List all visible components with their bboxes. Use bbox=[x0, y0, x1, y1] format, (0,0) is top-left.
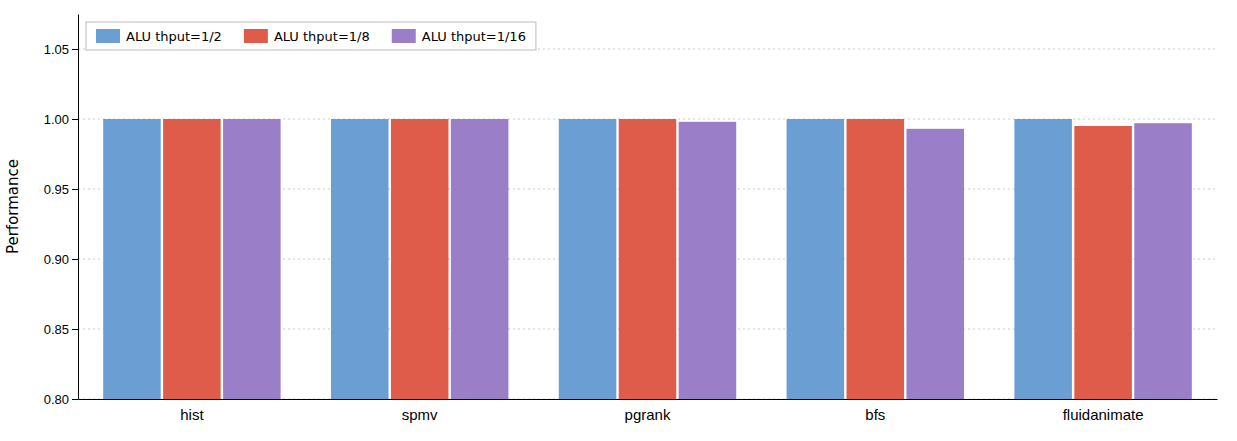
bar bbox=[847, 119, 905, 399]
legend-swatch bbox=[392, 29, 416, 43]
y-tick-mark bbox=[72, 119, 78, 120]
bar bbox=[1074, 126, 1132, 399]
chart: hist spmv pgrank bfs fluidanimate 0.80 0.85 0.9… bbox=[0, 0, 1237, 441]
x-tick-label: spmv bbox=[402, 406, 438, 423]
bar bbox=[559, 119, 617, 399]
x-tick: spmv bbox=[402, 406, 438, 423]
y-tick-label: 1.05 bbox=[44, 42, 69, 57]
bar bbox=[787, 119, 845, 399]
y-axis-line bbox=[78, 15, 79, 400]
bar bbox=[223, 119, 281, 399]
legend-label: ALU thput=1/2 bbox=[126, 29, 222, 44]
series bbox=[223, 119, 1192, 399]
bar bbox=[619, 119, 677, 399]
bar bbox=[391, 119, 449, 399]
plot: hist spmv pgrank bfs fluidanimate 0.80 0.85 0.9… bbox=[4, 15, 1218, 441]
y-tick-mark bbox=[72, 329, 78, 330]
x-tick-label: pgrank bbox=[625, 406, 671, 423]
y-tick-label: 0.95 bbox=[44, 182, 69, 197]
y-tick: 1.00 bbox=[44, 112, 78, 127]
legend-swatch bbox=[96, 29, 120, 43]
legend-label: ALU thput=1/8 bbox=[274, 29, 370, 44]
x-tick-label: bfs bbox=[865, 406, 885, 423]
y-tick-mark bbox=[72, 49, 78, 50]
y-tick-label: 0.85 bbox=[44, 322, 69, 337]
y-tick-label: 1.00 bbox=[44, 112, 69, 127]
x-tick: hist bbox=[180, 406, 204, 423]
x-tick-label: hist bbox=[180, 406, 204, 423]
legend-item: ALU thput=1/2 bbox=[96, 29, 222, 44]
x-tick: pgrank bbox=[625, 406, 671, 423]
legend: ALU thput=1/2 ALU thput=1/8 ALU thput=1/16 bbox=[86, 22, 536, 50]
legend-swatch bbox=[244, 29, 268, 43]
legend-item: ALU thput=1/8 bbox=[244, 29, 370, 44]
x-tick-label: fluidanimate bbox=[1063, 406, 1144, 423]
y-tick: 0.95 bbox=[44, 182, 78, 197]
y-axis: 0.80 0.85 0.90 0.95 1.00 1.05 bbox=[44, 15, 79, 407]
bar bbox=[103, 119, 161, 399]
x-tick: bfs bbox=[865, 406, 885, 423]
series bbox=[103, 119, 1072, 399]
x-axis: hist spmv pgrank bfs fluidanimate bbox=[79, 400, 1218, 423]
x-tick: fluidanimate bbox=[1063, 406, 1144, 423]
bar bbox=[1134, 123, 1192, 399]
y-tick: 0.85 bbox=[44, 322, 78, 337]
y-tick: 0.90 bbox=[44, 252, 78, 267]
y-tick-label: 0.90 bbox=[44, 252, 69, 267]
y-axis-title: Performance bbox=[4, 159, 22, 254]
y-tick: 0.80 bbox=[44, 392, 78, 407]
x-axis-line bbox=[79, 399, 1218, 400]
bar bbox=[163, 119, 221, 399]
series bbox=[163, 119, 1132, 399]
bar bbox=[451, 119, 509, 399]
y-tick-mark bbox=[72, 399, 78, 400]
y-tick-mark bbox=[72, 189, 78, 190]
bars bbox=[103, 119, 1192, 399]
legend-box bbox=[86, 22, 536, 50]
legend-item: ALU thput=1/16 bbox=[392, 29, 526, 44]
bar bbox=[679, 122, 737, 399]
bar bbox=[1014, 119, 1072, 399]
bar bbox=[906, 129, 964, 399]
bar bbox=[331, 119, 389, 399]
y-tick-mark bbox=[72, 259, 78, 260]
legend-label: ALU thput=1/16 bbox=[422, 29, 526, 44]
y-tick-label: 0.80 bbox=[44, 392, 69, 407]
y-tick: 1.05 bbox=[44, 42, 78, 57]
